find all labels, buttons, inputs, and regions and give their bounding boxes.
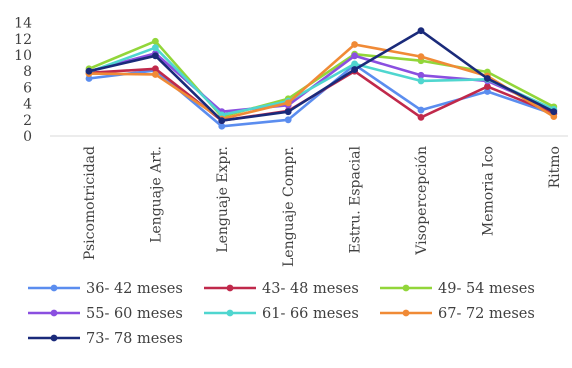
data-point: [417, 71, 425, 79]
data-point: [417, 106, 425, 114]
data-point: [284, 116, 292, 124]
data-point: [152, 65, 159, 73]
x-tick-label: Ritmo: [547, 146, 563, 188]
legend-swatch-marker: [226, 309, 234, 317]
legend-label: 55- 60 meses: [86, 306, 183, 322]
data-point: [417, 113, 425, 121]
data-point: [218, 117, 226, 125]
x-tick-label: Visopercepción: [414, 146, 430, 256]
legend-swatch-marker: [402, 309, 410, 317]
legend-swatch-marker: [402, 284, 410, 292]
legend-item: 49- 54 meses: [380, 281, 535, 297]
x-tick-label: Memoria Ico: [480, 146, 496, 236]
data-point: [218, 122, 226, 130]
data-point: [417, 27, 425, 35]
data-point: [152, 37, 159, 45]
legend-label: 49- 54 meses: [438, 281, 535, 297]
data-point: [85, 67, 93, 75]
data-point: [152, 44, 159, 52]
legend-label: 36- 42 meses: [86, 281, 183, 297]
data-point: [550, 113, 558, 120]
y-tick-label: 2: [23, 113, 32, 129]
data-point: [85, 75, 93, 82]
legend-swatch-marker: [226, 284, 234, 292]
legend-label: 67- 72 meses: [438, 306, 535, 322]
x-tick-label: Psicomotricidad: [82, 146, 98, 260]
legend-swatch-marker: [50, 309, 58, 317]
data-point: [152, 71, 159, 78]
y-tick-label: 12: [14, 32, 32, 48]
y-tick-label: 4: [23, 97, 32, 113]
data-point: [284, 108, 292, 116]
series-line: [87, 46, 556, 117]
data-point: [550, 108, 558, 116]
data-point: [484, 75, 491, 82]
data-point: [417, 77, 425, 85]
series-7: [85, 27, 558, 125]
y-tick-label: 8: [23, 64, 32, 80]
data-point: [284, 99, 292, 107]
legend: 36- 42 meses 43- 48 meses 49- 54 meses 55- …: [28, 281, 535, 347]
series-lines: [85, 27, 558, 130]
data-point: [351, 66, 358, 73]
legend-item: 73- 78 meses: [28, 331, 183, 347]
legend-item: 61- 66 meses: [204, 306, 359, 322]
y-tick-label: 6: [23, 80, 32, 96]
data-point: [484, 83, 491, 90]
legend-label: 43- 48 meses: [262, 281, 359, 297]
x-axis-ticks: Psicomotricidad Lenguaje Art. Lenguaje Exp…: [82, 145, 563, 267]
legend-item: 55- 60 meses: [28, 306, 183, 322]
legend-swatch-marker: [50, 334, 58, 342]
y-tick-label: 10: [14, 48, 32, 64]
legend-item: 36- 42 meses: [28, 281, 183, 297]
data-point: [417, 53, 425, 61]
legend-item: 67- 72 meses: [380, 306, 535, 322]
data-point: [152, 52, 159, 60]
x-tick-label: Estru. Espacial: [348, 145, 364, 253]
legend-swatch-marker: [50, 284, 58, 292]
y-tick-label: 0: [23, 129, 32, 145]
legend-item: 43- 48 meses: [204, 281, 359, 297]
legend-label: 73- 78 meses: [86, 331, 183, 347]
data-point: [484, 88, 491, 95]
data-point: [351, 52, 358, 60]
x-tick-label: Lenguaje Expr.: [215, 146, 231, 253]
y-tick-label: 14: [14, 16, 32, 32]
x-tick-label: Lenguaje Art.: [148, 146, 164, 243]
data-point: [351, 60, 358, 68]
series-line: [87, 29, 556, 122]
data-point: [351, 41, 358, 48]
legend-label: 61- 66 meses: [262, 306, 359, 322]
x-tick-label: Lenguaje Compr.: [281, 146, 297, 267]
series-line: [87, 43, 556, 121]
